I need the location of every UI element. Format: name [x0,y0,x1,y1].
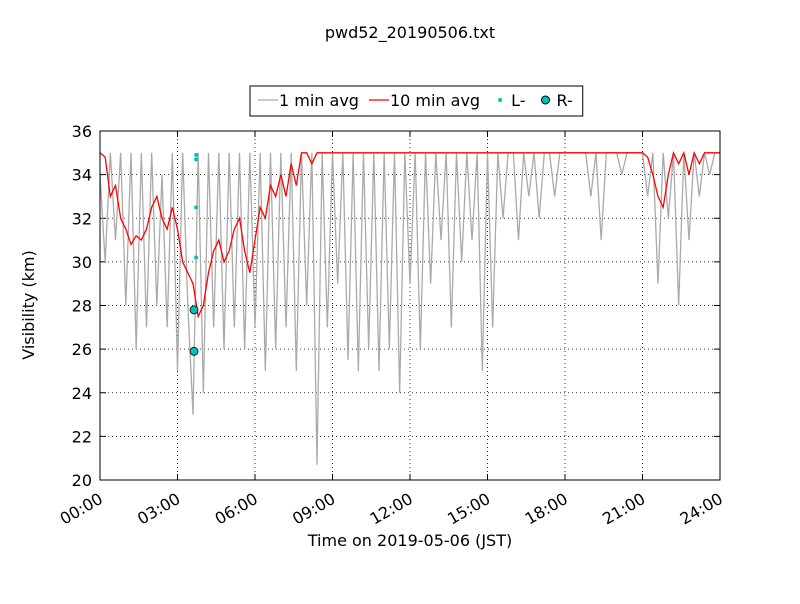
legend-label: R- [557,91,573,110]
point [194,255,199,260]
y-tick-label: 34 [72,166,92,185]
point [189,346,199,356]
y-tick-label: 32 [72,209,92,228]
legend-swatch [498,98,503,102]
legend-label: 10 min avg [390,91,480,110]
chart-title: pwd52_20190506.txt [325,23,495,43]
y-tick-label: 22 [72,427,92,446]
legend-label: 1 min avg [279,91,359,110]
y-tick-label: 30 [72,253,92,272]
legend: 1 min avg 10 min avg L- R- [249,85,584,117]
point [194,152,199,157]
y-tick-label: 26 [72,340,92,359]
legend-box [249,85,584,117]
y-tick-label: 20 [72,471,92,490]
series-line [100,150,720,319]
legend-swatch [541,95,550,105]
y-tick-label: 36 [72,122,92,141]
point [194,157,199,162]
y-tick-label: 28 [72,297,92,316]
y-axis-label: Visibility (km) [19,250,38,359]
y-tick-label: 24 [72,384,92,403]
legend-label: L- [511,91,525,110]
point [189,305,199,315]
x-axis-label: Time on 2019-05-06 (JST) [307,531,512,550]
plot-frame [99,130,721,481]
point [194,205,199,210]
